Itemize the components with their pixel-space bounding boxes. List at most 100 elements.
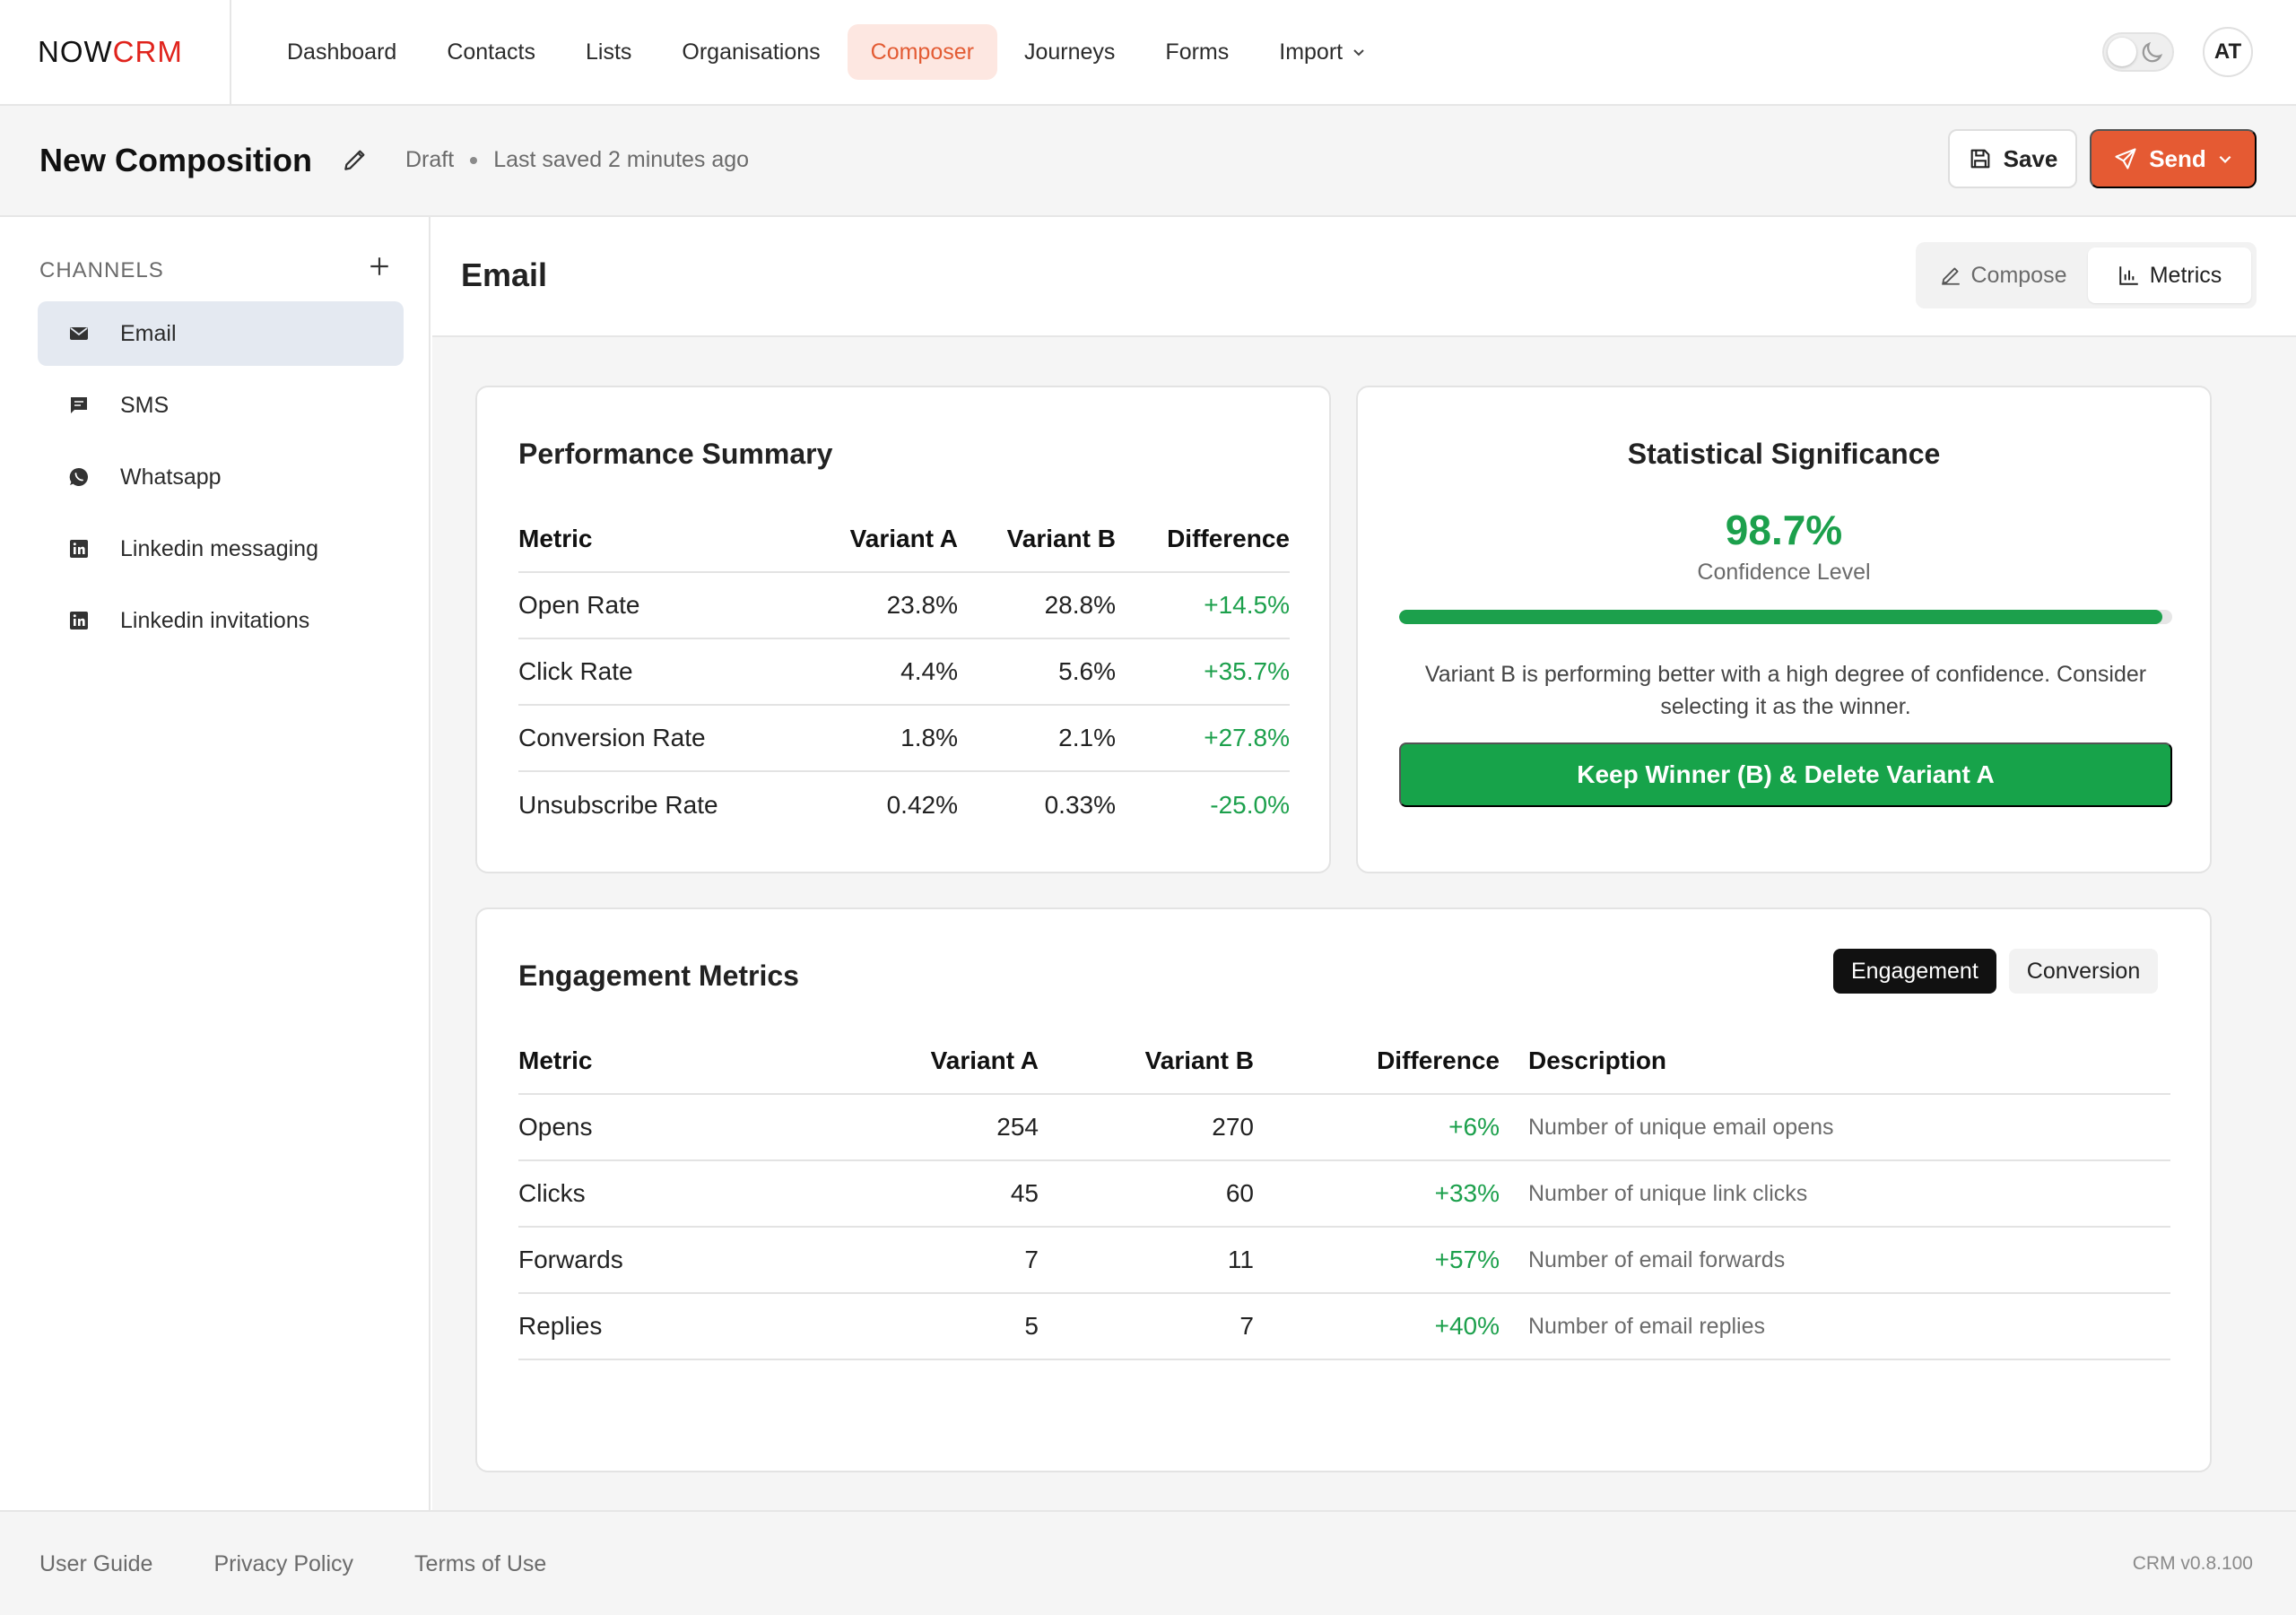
sidebar-item-email[interactable]: Email [38, 301, 404, 366]
variant-a-value: 4.4% [787, 638, 958, 706]
footer-terms-link[interactable]: Terms of Use [414, 1551, 547, 1576]
tab-metrics-label: Metrics [2149, 262, 2222, 288]
sidebar-item-whatsapp[interactable]: Whatsapp [38, 445, 404, 509]
nav-contacts[interactable]: Contacts [447, 39, 535, 65]
variant-b-value: 2.1% [958, 705, 1116, 772]
statistical-significance-card: Statistical Significance 98.7% Confidenc… [1356, 386, 2212, 873]
col-variant-b: Variant B [1039, 1028, 1254, 1095]
variant-a-value: 254 [787, 1094, 1039, 1161]
engagement-tabs: Engagement Conversion [1833, 949, 2159, 994]
sidebar-item-linkedin-invitations[interactable]: Linkedin invitations [38, 588, 404, 653]
metric-description: Number of unique link clicks [1500, 1160, 2170, 1228]
difference-value: +14.5% [1116, 572, 1290, 639]
table-header-row: Metric Variant A Variant B Difference De… [518, 1028, 2170, 1095]
performance-summary-card: Performance Summary Metric Variant A Var… [475, 386, 1331, 873]
nav-import-label: Import [1279, 39, 1344, 65]
variant-b-value: 28.8% [958, 572, 1116, 639]
channel-header: Email Compose Metrics [432, 217, 2296, 337]
table-row: Conversion Rate 1.8% 2.1% +27.8% [518, 705, 1290, 772]
linkedin-icon [70, 612, 88, 630]
metric-name: Unsubscribe Rate [518, 790, 718, 819]
mail-icon [70, 327, 88, 340]
sidebar-item-label: Linkedin messaging [120, 535, 318, 561]
significance-title: Statistical Significance [1627, 438, 1941, 470]
plus-icon[interactable] [368, 255, 391, 278]
engagement-table: Metric Variant A Variant B Difference De… [518, 1028, 2170, 1360]
channels-heading: CHANNELS [39, 258, 164, 282]
variant-a-value: 23.8% [787, 572, 958, 639]
difference-value: +33% [1254, 1160, 1500, 1228]
difference-value: +27.8% [1116, 705, 1290, 772]
main-panel: Email Compose Metrics Performance Summar… [432, 217, 2296, 1510]
toggle-knob [2108, 38, 2136, 66]
metric-description: Number of email replies [1500, 1293, 2170, 1360]
tab-compose[interactable]: Compose [1921, 247, 2084, 303]
table-row: Open Rate 23.8% 28.8% +14.5% [518, 572, 1290, 639]
variant-b-value: 270 [1039, 1094, 1254, 1161]
status-draft: Draft [405, 147, 455, 172]
performance-table: Metric Variant A Variant B Difference Op… [518, 506, 1290, 838]
nav-lists[interactable]: Lists [585, 39, 632, 65]
nav-import[interactable]: Import [1256, 24, 1389, 80]
brand-logo[interactable]: NOW CRM [0, 0, 231, 104]
send-icon [2115, 148, 2136, 169]
difference-value: +6% [1254, 1094, 1500, 1161]
significance-message: Variant B is performing better with a hi… [1424, 662, 2147, 719]
metric-name: Conversion Rate [518, 705, 787, 772]
whatsapp-icon [69, 467, 88, 486]
difference-value: +40% [1254, 1293, 1500, 1360]
composition-title: New Composition [39, 142, 312, 178]
send-button[interactable]: Send [2090, 129, 2257, 188]
table-row: Unsubscribe Rate 0.42% 0.33% -25.0% [518, 771, 1290, 838]
channels-sidebar: CHANNELS Email SMS Whatsapp Linkedin mes… [0, 217, 430, 1510]
save-status: Draft Last saved 2 minutes ago [405, 147, 749, 173]
confidence-label: Confidence Level [1697, 560, 1871, 585]
chevron-down-icon [1353, 49, 1364, 56]
footer-user-guide-link[interactable]: User Guide [39, 1551, 153, 1576]
nav-forms[interactable]: Forms [1165, 39, 1230, 65]
nav-organisations[interactable]: Organisations [682, 39, 821, 65]
pencil-icon[interactable] [341, 145, 370, 174]
table-row: Click Rate 4.4% 5.6% +35.7% [518, 638, 1290, 706]
theme-toggle[interactable] [2102, 32, 2174, 72]
nav-journeys[interactable]: Journeys [1023, 39, 1116, 65]
chevron-down-icon[interactable] [2217, 151, 2233, 167]
save-button[interactable]: Save [1948, 129, 2077, 188]
table-row: Replies 5 7 +40% Number of email replies [518, 1293, 2170, 1360]
confidence-progress-bar [1399, 610, 2172, 624]
variant-b-value: 5.6% [958, 638, 1116, 706]
sidebar-item-sms[interactable]: SMS [38, 373, 404, 438]
main-nav: Dashboard Contacts Lists Organisations C… [264, 24, 1389, 80]
pencil-icon [1941, 267, 1960, 285]
tab-metrics[interactable]: Metrics [2088, 247, 2251, 303]
bar-chart-icon [2118, 266, 2138, 285]
keep-winner-button[interactable]: Keep Winner (B) & Delete Variant A [1399, 742, 2172, 807]
nav-dashboard[interactable]: Dashboard [287, 39, 397, 65]
variant-a-value: 45 [787, 1160, 1039, 1228]
variant-a-value: 5 [787, 1293, 1039, 1360]
variant-b-value: 11 [1039, 1227, 1254, 1294]
sidebar-item-linkedin-messaging[interactable]: Linkedin messaging [38, 517, 404, 581]
user-avatar[interactable]: AT [2203, 27, 2253, 77]
tab-conversion[interactable]: Conversion [2008, 949, 2159, 994]
sidebar-item-label: Email [120, 320, 177, 346]
metric-name: Replies [518, 1293, 787, 1360]
footer-privacy-policy-link[interactable]: Privacy Policy [213, 1551, 354, 1576]
tab-engagement[interactable]: Engagement [1833, 949, 1996, 994]
nav-composer[interactable]: Composer [847, 24, 997, 80]
composition-header: New Composition Draft Last saved 2 minut… [0, 106, 2296, 217]
chat-icon [71, 397, 87, 413]
variant-a-value: 7 [787, 1227, 1039, 1294]
variant-b-value: 7 [1039, 1293, 1254, 1360]
moon-icon [2142, 41, 2163, 63]
table-row: Forwards 7 11 +57% Number of email forwa… [518, 1227, 2170, 1294]
table-row: Clicks 45 60 +33% Number of unique link … [518, 1160, 2170, 1228]
metric-name: Click Rate [518, 638, 787, 706]
save-label: Save [2003, 144, 2058, 172]
send-label: Send [2149, 144, 2206, 172]
variant-b-value: 0.33% [1044, 790, 1116, 819]
col-difference: Difference [1116, 506, 1290, 573]
engagement-metrics-card: Engagement Metrics Engagement Conversion… [475, 907, 2212, 1472]
tab-compose-label: Compose [1970, 262, 2067, 288]
